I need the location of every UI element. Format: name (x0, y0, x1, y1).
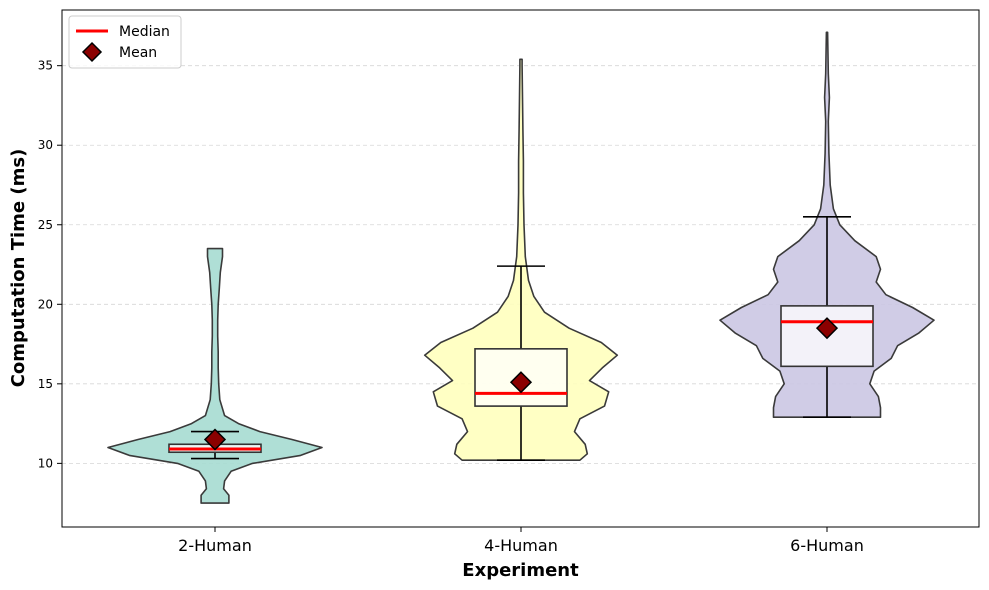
violin-2-human (107, 247, 323, 504)
legend-mean-marker (81, 41, 103, 63)
x-axis-label: Experiment (462, 560, 579, 581)
mean-marker-2-human (203, 428, 227, 451)
mean-marker-4-human (509, 371, 533, 394)
box-layer (168, 216, 874, 461)
violin-4-human (423, 58, 619, 461)
y-tick-label: 35 (38, 59, 53, 73)
x-tick-label-2-human: 2-Human (178, 536, 252, 555)
legend-mean-label: Mean (119, 45, 157, 61)
y-axis-label: Computation Time (ms) (8, 149, 29, 388)
legend: Median Mean (68, 15, 182, 69)
x-tick-label-4-human: 4-Human (484, 536, 558, 555)
legend-median-label: Median (119, 24, 170, 40)
y-tick-label: 20 (38, 297, 53, 311)
y-tick-label: 10 (38, 456, 53, 470)
axis-layer: 10 15 20 25 30 35 2-Human 4-Human 6-Human (38, 59, 864, 555)
y-tick-label: 30 (38, 138, 53, 152)
iqr-box-4-human (474, 348, 568, 407)
mean-marker-6-human (815, 317, 839, 340)
y-tick-label: 25 (38, 218, 53, 232)
x-tick-label-6-human: 6-Human (790, 536, 864, 555)
y-tick-label: 15 (38, 377, 53, 391)
